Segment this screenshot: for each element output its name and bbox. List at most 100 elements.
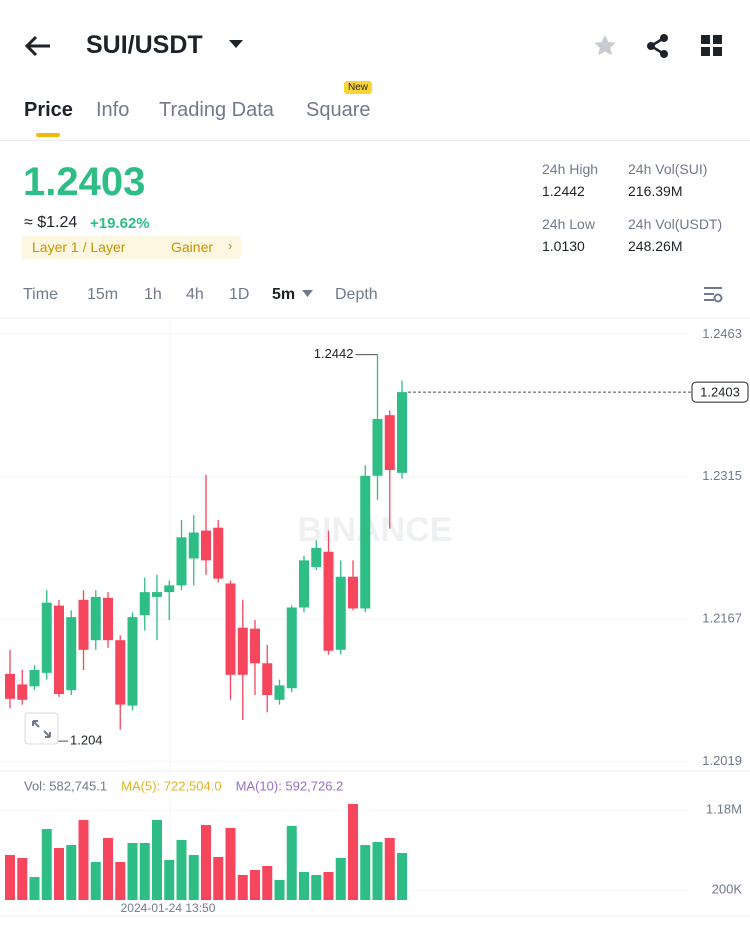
- candle-body: [286, 607, 297, 689]
- high-marker-label: 1.2442: [314, 346, 354, 361]
- volume-tick-label: 1.18M: [706, 801, 742, 816]
- candle-body: [262, 663, 273, 695]
- volume-legend: MA(5): 722,504.0: [121, 778, 221, 793]
- volume-bar: [17, 858, 28, 900]
- volume-bar: [201, 825, 211, 900]
- candle-body: [225, 583, 236, 675]
- interval[interactable]: Depth: [335, 286, 378, 303]
- candle-body: [176, 537, 187, 586]
- chart-settings[interactable]: [703, 286, 723, 304]
- volume-bar: [348, 803, 358, 900]
- volume-bar: [225, 827, 236, 900]
- candle-body: [78, 599, 89, 650]
- volume-bar: [372, 842, 383, 900]
- volume-bar: [90, 862, 101, 900]
- expand-icon: [32, 720, 51, 738]
- current-price-box: [691, 381, 749, 403]
- approx-price: ≈ $1.24: [24, 214, 78, 231]
- stat-label: 24h Low: [542, 216, 595, 232]
- candle-body: [188, 532, 199, 559]
- candle-body: [372, 419, 383, 476]
- candle-body: [274, 685, 285, 700]
- last-price: 1.2403: [23, 160, 146, 204]
- volume-bar: [152, 819, 162, 900]
- back-button[interactable]: [24, 34, 52, 58]
- tab-trading-data[interactable]: Trading Data: [159, 99, 274, 121]
- interval-dropdown[interactable]: [302, 290, 313, 298]
- y-tick-label: 1.2463: [702, 326, 742, 341]
- pair-title[interactable]: SUI/USDT: [86, 31, 203, 59]
- volume-bar: [237, 874, 248, 900]
- candle-body: [41, 602, 52, 673]
- tab-underline: [36, 133, 60, 137]
- volume-bar: [78, 819, 89, 900]
- interval[interactable]: 15m: [87, 286, 119, 303]
- volume-bar: [213, 857, 224, 900]
- volume-bar: [323, 871, 334, 900]
- volume-bar: [262, 866, 273, 900]
- volume-bar: [360, 845, 371, 900]
- interval-active[interactable]: 5m: [272, 286, 296, 303]
- tag-arrow: ›: [228, 238, 233, 253]
- candle-body: [5, 673, 15, 699]
- stat-value: 1.0130: [542, 238, 585, 254]
- volume-bar: [250, 870, 260, 900]
- stat-label: 24h High: [542, 161, 599, 177]
- candle-body: [164, 585, 175, 593]
- volume-bar: [384, 838, 395, 900]
- tag-layer[interactable]: Layer 1 / Layer: [32, 239, 126, 255]
- candle-body: [29, 670, 40, 687]
- stat-value: 216.39M: [628, 183, 683, 199]
- candle-body: [299, 560, 309, 608]
- volume-bar: [335, 858, 346, 900]
- stat-label: 24h Vol(SUI): [628, 161, 708, 177]
- price-change: +19.62%: [90, 215, 150, 232]
- candle-body: [348, 576, 358, 609]
- stat-value: 1.2442: [542, 183, 585, 199]
- volume-bar: [127, 842, 138, 900]
- tab-square[interactable]: Square: [306, 99, 371, 121]
- volume-bar: [41, 829, 52, 900]
- volume-bar: [299, 871, 309, 900]
- candle-body: [17, 684, 28, 700]
- tag-gainer[interactable]: Gainer: [171, 239, 214, 255]
- tab-price[interactable]: Price: [24, 99, 73, 121]
- interval[interactable]: 4h: [186, 286, 204, 303]
- y-tick-label: 1.2315: [702, 468, 742, 483]
- candle-body: [237, 627, 248, 675]
- candle-body: [90, 596, 101, 641]
- interval[interactable]: Time: [23, 286, 58, 303]
- low-marker-label: 1.204: [70, 733, 103, 748]
- y-tick-label: 1.2019: [702, 753, 742, 768]
- volume-bar: [29, 877, 40, 900]
- candle-body: [103, 597, 113, 641]
- interval[interactable]: 1D: [229, 286, 250, 303]
- volume-tick-label: 200K: [712, 881, 743, 896]
- volume-bar: [5, 854, 15, 900]
- volume-bar: [115, 862, 126, 900]
- volume-bar: [164, 859, 175, 900]
- tab-info[interactable]: Info: [96, 99, 130, 121]
- pair-dropdown[interactable]: [228, 38, 244, 50]
- volume-bar: [188, 854, 199, 900]
- candle-body: [54, 605, 64, 695]
- interval[interactable]: 1h: [144, 286, 162, 303]
- y-tick-label: 1.2167: [702, 610, 742, 625]
- candle-body: [152, 592, 162, 597]
- stat-label: 24h Vol(USDT): [628, 216, 723, 232]
- grid-menu[interactable]: [701, 35, 723, 57]
- candle-body: [384, 415, 395, 470]
- share-button[interactable]: [646, 33, 670, 59]
- candle-body: [66, 617, 77, 691]
- volume-bar: [176, 839, 187, 900]
- candle-body: [127, 617, 138, 706]
- candle-body: [139, 592, 150, 616]
- volume-bar: [274, 879, 285, 900]
- tag-bar[interactable]: [22, 236, 241, 259]
- favorite-star[interactable]: [592, 33, 618, 59]
- volume-bar: [311, 874, 322, 900]
- candle-body: [360, 475, 371, 609]
- expand-button: [24, 712, 59, 745]
